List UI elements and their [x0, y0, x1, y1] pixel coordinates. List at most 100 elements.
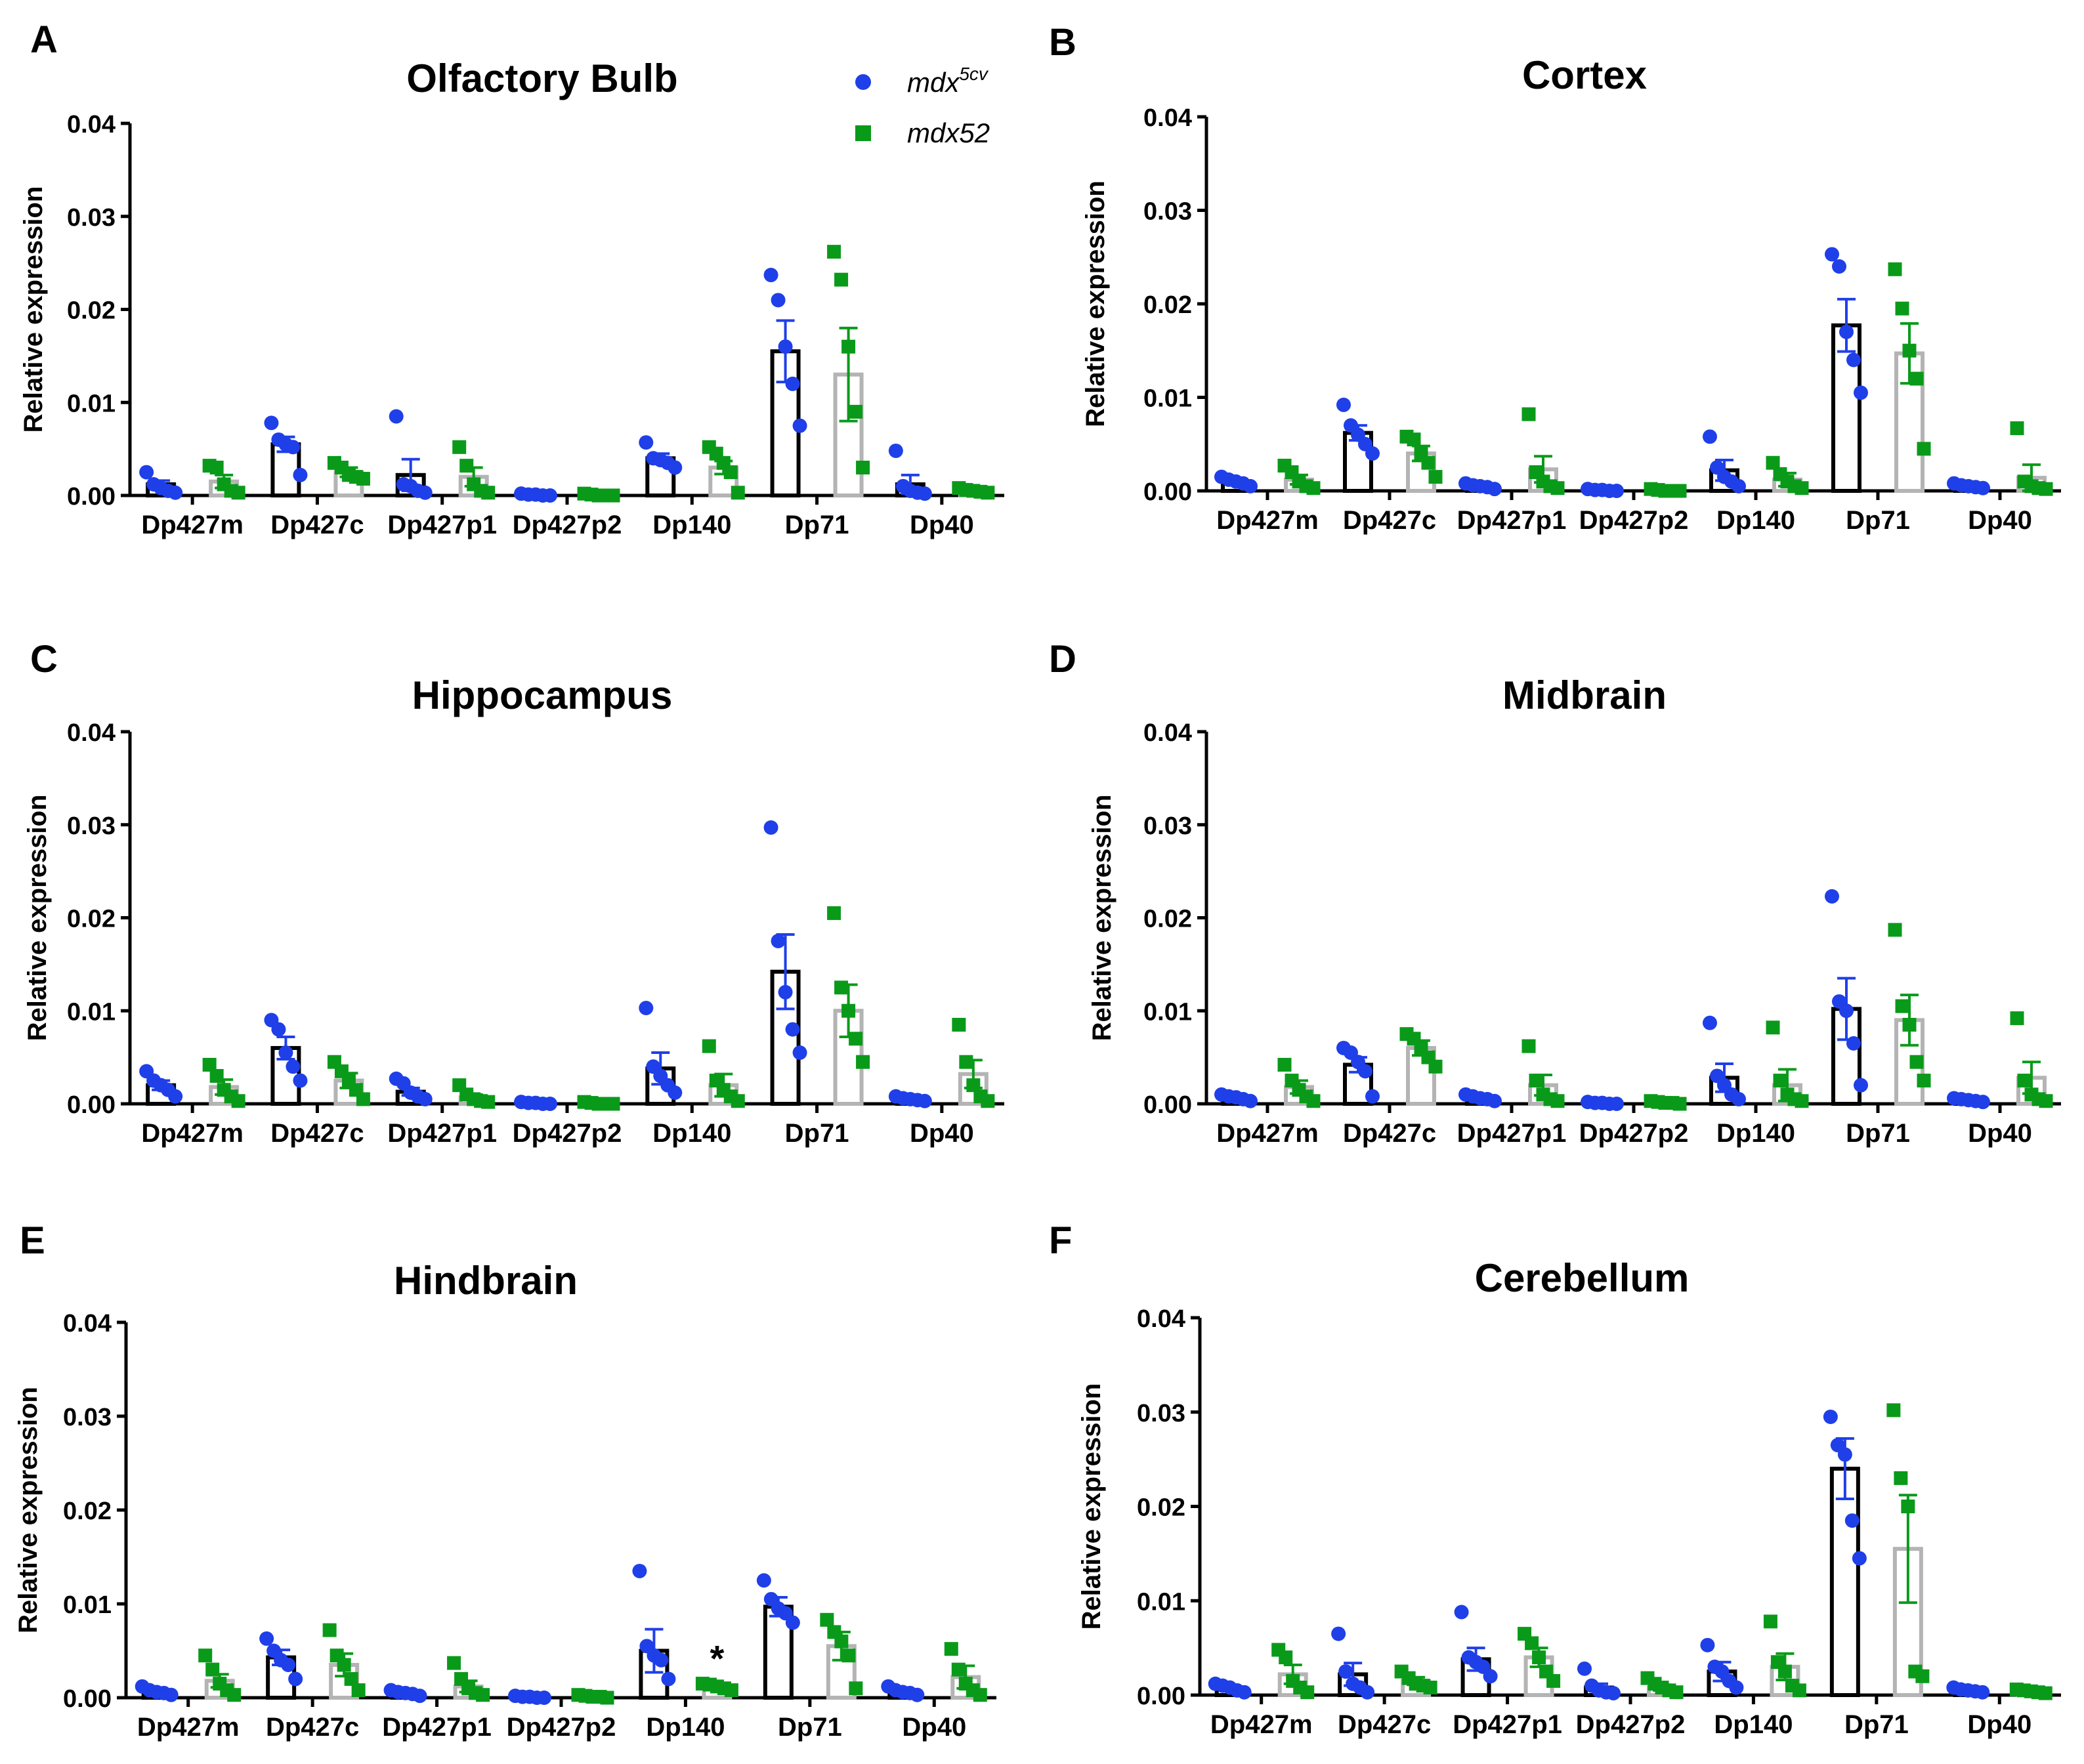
panel-b: Cortex Relative expression 0.00 0.01 0.02 0.0…	[1081, 53, 2061, 535]
point-mdx5cv	[1365, 1089, 1380, 1104]
y-tick-label: 0.00	[67, 483, 116, 511]
point-mdx52	[952, 1018, 966, 1032]
x-tick-label: Dp140	[1714, 1710, 1793, 1739]
y-axis-label: Relative expression	[14, 1387, 43, 1633]
point-mdx52	[2039, 1094, 2053, 1108]
point-mdx52	[452, 440, 467, 454]
point-mdx52	[1886, 1403, 1901, 1418]
point-mdx5cv	[1237, 1685, 1252, 1700]
point-mdx52	[1773, 1074, 1787, 1088]
x-tick-label: Dp71	[785, 1119, 849, 1148]
chart-title: Olfactory Bulb	[406, 56, 677, 100]
point-mdx52	[1306, 481, 1321, 495]
point-mdx5cv	[785, 1022, 800, 1037]
x-tick-label: Dp427m	[1216, 1119, 1319, 1148]
y-tick-label: 0.01	[67, 390, 116, 417]
point-mdx5cv	[1577, 1661, 1592, 1676]
chart-title: Cortex	[1522, 53, 1647, 97]
x-tick-label: Dp427c	[270, 511, 364, 539]
point-mdx52	[1792, 1683, 1806, 1698]
point-mdx5cv	[1823, 1409, 1838, 1424]
point-mdx52	[2039, 482, 2053, 496]
point-mdx5cv	[1609, 484, 1624, 498]
point-mdx5cv	[888, 443, 903, 458]
point-mdx52	[1917, 1074, 1931, 1088]
y-tick-label: 0.00	[1137, 1683, 1185, 1710]
point-mdx52	[202, 1057, 217, 1072]
point-mdx52	[606, 488, 620, 503]
x-tick-label: Dp427p1	[1453, 1710, 1562, 1739]
point-mdx5cv	[286, 1059, 301, 1074]
y-tick-label: 0.04	[67, 719, 116, 747]
y-tick-label: 0.02	[1137, 1494, 1185, 1522]
panel-f: Cerebellum Relative expression 0.00 0.01 0.0…	[1077, 1256, 2061, 1739]
y-tick-label: 0.04	[1137, 1305, 1185, 1333]
x-tick-label: Dp427c	[270, 1119, 364, 1148]
point-mdx5cv	[417, 485, 433, 500]
point-mdx5cv	[668, 1085, 683, 1100]
panels: Olfactory Bulb Relative expression 0.00 0.0…	[14, 53, 2061, 1742]
point-mdx5cv	[1976, 1095, 1990, 1110]
x-tick-label: Dp427p1	[382, 1713, 492, 1742]
point-mdx5cv	[917, 1093, 932, 1108]
point-mdx5cv	[771, 933, 786, 948]
point-mdx5cv	[1487, 482, 1502, 497]
point-mdx52	[1895, 301, 1909, 316]
point-mdx5cv	[654, 1652, 669, 1668]
y-tick-label: 0.01	[67, 998, 116, 1026]
point-mdx52	[1895, 999, 1909, 1013]
x-tick-label: Dp427m	[1210, 1710, 1313, 1739]
x-tick-label: Dp427p2	[1579, 1119, 1689, 1148]
point-mdx52	[1428, 470, 1443, 484]
x-tick-label: Dp427c	[1338, 1710, 1431, 1739]
point-mdx52	[356, 471, 370, 486]
y-tick-label: 0.00	[63, 1685, 112, 1713]
point-mdx52	[1766, 1020, 1780, 1035]
point-mdx52	[2010, 421, 2024, 436]
x-tick-label: Dp427p2	[513, 511, 622, 539]
point-mdx52	[1672, 484, 1687, 498]
y-tick-label: 0.03	[1143, 198, 1192, 226]
point-mdx52	[209, 460, 224, 474]
y-tick-label: 0.02	[67, 906, 116, 933]
point-mdx52	[1407, 432, 1421, 447]
point-mdx52	[834, 980, 849, 995]
y-tick-label: 0.04	[63, 1310, 112, 1337]
panel-c: Hippocampus Relative expression 0.00 0.01 0.…	[23, 673, 1004, 1148]
y-axis-label: Relative expression	[1081, 180, 1110, 427]
point-mdx5cv	[1487, 1093, 1502, 1108]
point-mdx5cv	[1703, 429, 1717, 444]
legend-label-mdx5cv: mdx5cv	[907, 64, 989, 98]
point-mdx5cv	[1825, 247, 1839, 262]
point-mdx52	[856, 460, 870, 474]
point-mdx52	[981, 486, 995, 500]
x-tick-label: Dp427p2	[1576, 1710, 1686, 1739]
panel-letter-d: D	[1049, 638, 1076, 681]
point-mdx5cv	[1454, 1605, 1469, 1620]
point-mdx5cv	[389, 409, 404, 424]
legend-marker-mdx52	[855, 125, 871, 141]
point-mdx52	[1550, 481, 1565, 495]
point-mdx52	[731, 1094, 745, 1108]
point-mdx5cv	[139, 465, 154, 480]
x-tick-label: Dp427p1	[387, 1119, 497, 1148]
point-mdx52	[856, 1055, 870, 1069]
point-mdx5cv	[917, 486, 932, 501]
y-tick-label: 0.02	[67, 297, 116, 325]
point-mdx52	[731, 486, 745, 500]
point-mdx52	[1306, 1094, 1321, 1108]
y-tick-label: 0.04	[1143, 104, 1192, 132]
x-tick-label: Dp427p2	[513, 1119, 622, 1148]
point-mdx52	[973, 1688, 987, 1702]
point-mdx52	[849, 1681, 863, 1696]
point-mdx5cv	[1854, 385, 1868, 400]
point-mdx52	[820, 1612, 834, 1627]
x-tick-label: Dp427p1	[387, 511, 497, 539]
x-tick-label: Dp427m	[141, 511, 244, 539]
point-mdx5cv	[293, 467, 308, 482]
point-mdx5cv	[412, 1689, 427, 1704]
point-mdx5cv	[543, 1097, 557, 1111]
x-tick-label: Dp71	[1844, 1710, 1909, 1739]
point-mdx52	[1894, 1471, 1908, 1485]
